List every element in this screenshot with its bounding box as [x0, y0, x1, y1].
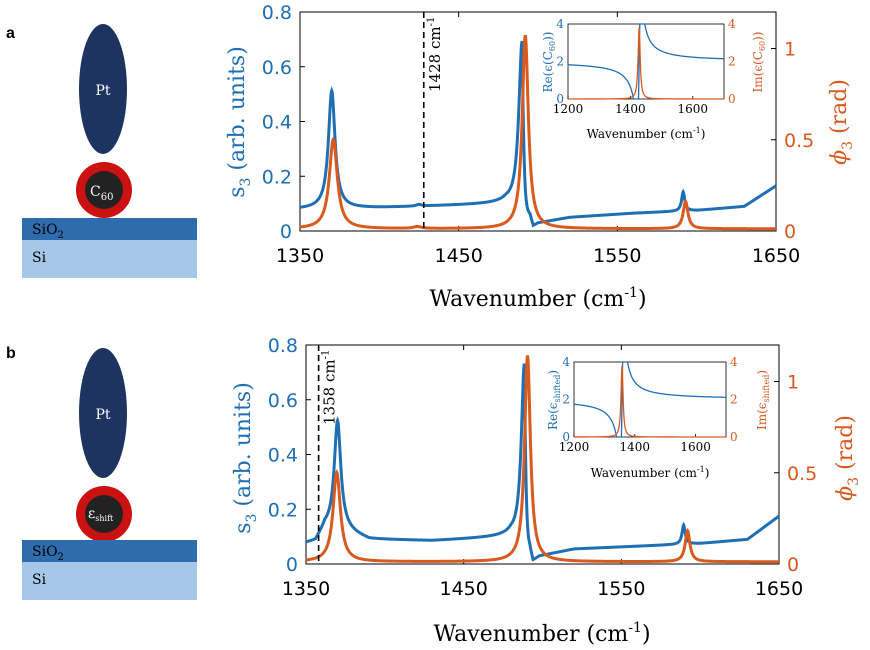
dashed-line-label: 1358 cm-1: [321, 350, 339, 425]
inset-x-axis-title: Wavenumber (cm-1): [591, 465, 710, 480]
y-left-tick-label: 0.6: [268, 390, 298, 412]
inset-imag-permittivity-line: [568, 27, 724, 100]
y-left-tick-label: 0.4: [268, 445, 298, 467]
inset-y-right-tick-label: 2: [728, 55, 736, 69]
inset-y-left-title: Re(ϵshifted): [546, 370, 562, 430]
si-substrate: [22, 240, 197, 278]
x-tick-label: 1450: [434, 245, 482, 267]
s3-series-line: [305, 363, 780, 562]
x-tick-label: 1650: [752, 245, 800, 267]
inset-x-tick-label: 1400: [615, 102, 646, 116]
schematic-b: Pt εshift SiO2 Si: [22, 348, 197, 600]
sio2-label: SiO2: [32, 544, 64, 563]
inset-y-left-tick-label: 2: [556, 55, 564, 69]
sio2-layer: [22, 540, 197, 562]
y-right-tick-label: 0.5: [784, 130, 814, 152]
x-tick-label: 1350: [282, 578, 330, 600]
pt-tip: [79, 24, 127, 154]
inset-y-right-tick-label: 2: [730, 393, 738, 407]
inset-y-right-title: Im(ϵ(C60)): [751, 32, 767, 93]
inset-imag-permittivity-line: [574, 365, 726, 438]
x-tick-label: 1450: [439, 578, 487, 600]
pt-tip: [79, 348, 127, 478]
inset-x-tick-label: 1400: [620, 440, 651, 454]
inset-frame: [567, 23, 725, 100]
inset-y-left-tick-label: 2: [562, 393, 570, 407]
inset-y-right-title: Im(ϵshifted): [755, 370, 771, 430]
panel-letter-b: b: [6, 345, 16, 362]
si-substrate: [22, 562, 197, 600]
y-left-tick-label: 0.4: [262, 112, 292, 134]
sio2-label: SiO2: [32, 222, 64, 241]
inset-b: 1200 1400 1600 0 0 2 2 4 4 Wavenumber (cm-1) Re(…: [546, 355, 771, 480]
pt-tip-label: Pt: [95, 83, 110, 99]
y-right-tick-label: 0: [784, 221, 796, 243]
inset-y-left-tick-label: 0: [562, 430, 570, 444]
panel-b: b Pt εshift SiO2 Si 1350 1450 1550 165000.2…: [6, 335, 862, 647]
y-left-tick-label: 0: [280, 221, 292, 243]
si-label: Si: [32, 250, 47, 266]
inset-real-permittivity-line: [573, 361, 727, 438]
inset-ticks: 1200 1400 1600 0 0 2 2 4 4: [559, 355, 738, 454]
particle-core: [85, 495, 123, 533]
inset-ticks: 1200 1400 1600 0 0 2 2 4 4: [553, 17, 736, 116]
inset-a: 1200 1400 1600 0 0 2 2 4 4 Wavenumber (cm-1) Re(…: [541, 17, 767, 141]
inset-y-left-tick-label: 0: [556, 92, 564, 106]
panel-letter-a: a: [6, 25, 15, 42]
y-left-tick-label: 0: [286, 554, 298, 576]
inset-y-left-title: Re(ϵ(C60)): [541, 32, 557, 93]
y-right-tick-label: 0: [787, 554, 799, 576]
y-right-tick-label: 1: [784, 39, 796, 61]
particle-label: εshift: [88, 506, 114, 523]
inset-y-right-tick-label: 4: [728, 17, 736, 31]
y-left-tick-label: 0.8: [262, 2, 292, 24]
inset-y-right-tick-label: 0: [728, 92, 736, 106]
y-left-tick-label: 0.8: [268, 335, 298, 357]
y-right-tick-label: 0.5: [787, 463, 817, 485]
panel-a: a Pt C60 SiO2 Si 1350 1450 1550 165000.20.4…: [6, 2, 856, 312]
inset-real-permittivity-line: [567, 23, 725, 100]
phi3-series-line: [305, 355, 779, 564]
phi3-series-line: [299, 35, 776, 231]
y-left-tick-label: 0.2: [262, 166, 292, 188]
x-tick-label: 1350: [276, 245, 324, 267]
y-left-tick-label: 0.2: [268, 499, 298, 521]
y-axis-right-title: ϕ3 (rad): [827, 79, 856, 165]
x-tick-label: 1650: [755, 578, 803, 600]
s3-series-line: [299, 40, 777, 228]
y-axis-left-title: s3 (arb. units): [231, 382, 260, 534]
inset-x-tick-label: 1200: [553, 102, 584, 116]
inset-x-axis-title: Wavenumber (cm-1): [587, 126, 706, 141]
y-axis-left-title: s3 (arb. units): [225, 46, 254, 198]
y-left-tick-label: 0.6: [262, 57, 292, 79]
inset-frame: [573, 361, 727, 438]
pt-tip-label: Pt: [95, 407, 110, 423]
dashed-line-label: 1428 cm-1: [426, 17, 444, 92]
particle-core: [85, 171, 123, 209]
schematic-a: Pt C60 SiO2 Si: [22, 24, 197, 278]
inset-x-tick-label: 1200: [559, 440, 590, 454]
x-axis-title: Wavenumber (cm-1): [429, 285, 646, 312]
inset-y-left-tick-label: 4: [556, 17, 564, 31]
inset-y-left-tick-label: 4: [562, 355, 570, 369]
inset-x-tick-label: 1600: [680, 440, 711, 454]
si-label: Si: [32, 572, 47, 588]
particle-label: C60: [90, 184, 113, 203]
x-axis-title: Wavenumber (cm-1): [433, 620, 650, 647]
x-tick-label: 1550: [593, 245, 641, 267]
sio2-layer: [22, 218, 197, 240]
inset-x-tick-label: 1600: [678, 102, 709, 116]
y-axis-right-title: ϕ3 (rad): [833, 415, 862, 501]
x-tick-label: 1550: [597, 578, 645, 600]
y-right-tick-label: 1: [787, 372, 799, 394]
inset-y-right-tick-label: 4: [730, 355, 738, 369]
inset-y-right-tick-label: 0: [730, 430, 738, 444]
